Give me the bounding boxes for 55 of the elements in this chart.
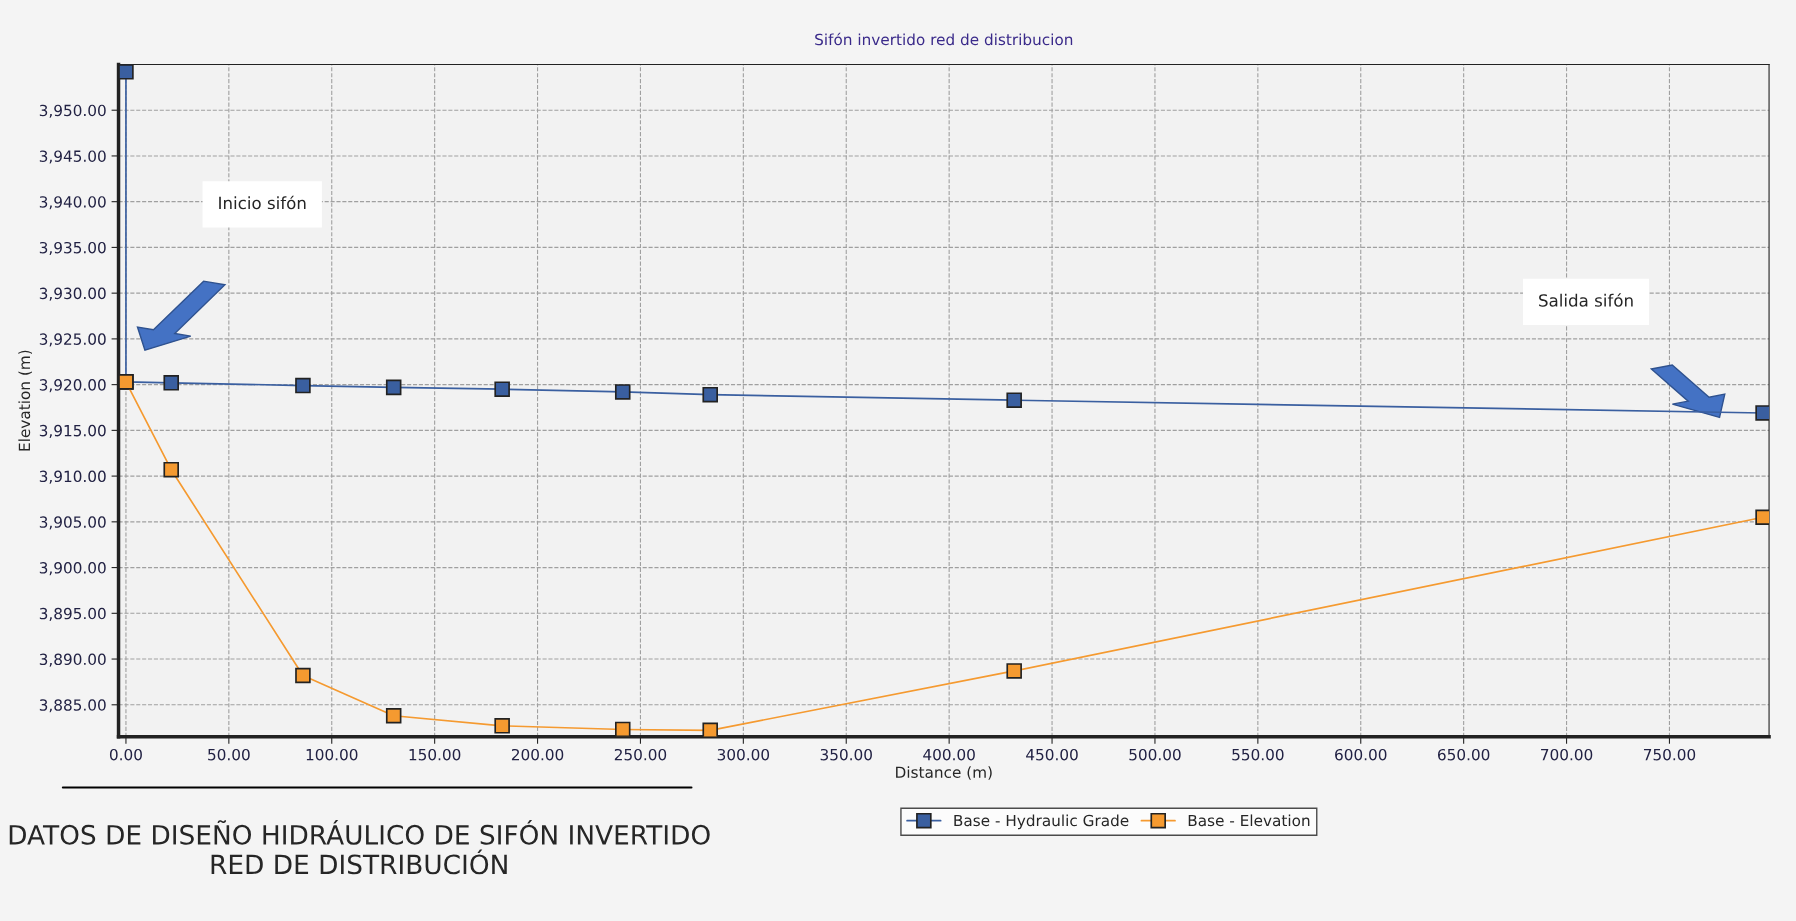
x-tick-label: 700.00: [1541, 748, 1593, 761]
y-tick-label: 3,935.00: [39, 241, 106, 255]
point: [1006, 392, 1022, 408]
x-tick-label: 200.00: [511, 748, 564, 761]
point: [494, 381, 510, 397]
y-tick-label: 3,930.00: [39, 287, 106, 301]
y-tick-label: 3,900.00: [39, 562, 106, 576]
point: [702, 386, 718, 403]
point: [614, 721, 631, 737]
y-tick-label: 3,885.00: [39, 699, 106, 713]
x-tick-label: 150.00: [409, 748, 461, 761]
x-tick-label: 100.00: [306, 748, 358, 761]
x-tick-label: 350.00: [820, 748, 872, 761]
x-tick-label: 250.00: [614, 748, 667, 761]
point: [295, 377, 311, 394]
y-tick-label: 3,925.00: [39, 333, 106, 347]
x-tick-label: 300.00: [717, 748, 770, 761]
point: [385, 707, 402, 724]
y-tick-label: 3,920.00: [39, 379, 106, 393]
y-tick-label: 3,950.00: [39, 104, 106, 118]
x-tick-label: 650.00: [1437, 748, 1490, 761]
y-tick-label: 3,890.00: [39, 653, 106, 667]
legend-label: Base - Hydraulic Grade: [954, 814, 1129, 830]
x-tick-label: 600.00: [1335, 748, 1387, 761]
x-tick-label: 750.00: [1643, 748, 1696, 761]
point: [614, 384, 631, 400]
point: [118, 64, 134, 80]
x-tick-label: 550.00: [1232, 748, 1284, 761]
y-tick-label: 3,910.00: [39, 470, 106, 484]
y-tick-label: 3,895.00: [39, 607, 106, 621]
annotation: Inicio sifón: [219, 195, 306, 210]
point: [1755, 405, 1770, 421]
x-tick-label: 500.00: [1129, 748, 1181, 761]
point: [1755, 509, 1770, 526]
y-tick-label: 3,905.00: [39, 516, 106, 530]
x-axis-title: Distance (m): [896, 766, 992, 780]
chart-title: Sifón invertido red de distribucion: [815, 32, 1073, 46]
point: [385, 379, 402, 396]
x-tick-label: 50.00: [208, 748, 250, 761]
y-axis-title: Elevation (m): [18, 350, 32, 451]
x-tick-label: 400.00: [923, 748, 975, 761]
annotation: Salida sifón: [1539, 293, 1633, 307]
point: [494, 718, 510, 734]
x-tick-label: 450.00: [1026, 748, 1078, 761]
point: [295, 667, 311, 684]
point: [163, 375, 180, 391]
point: [702, 722, 718, 737]
x-tick-label: 0.00: [109, 748, 142, 761]
legend-label: Base - Elevation: [1188, 814, 1310, 827]
text: DATOS DE DISEÑO HIDRÁULICO DE SIFÓN INVERTIDO RED DE DISTRIBUCIÓN: [9, 820, 710, 875]
y-tick-label: 3,945.00: [39, 150, 106, 164]
y-tick-label: 3,915.00: [39, 424, 106, 438]
point: [163, 461, 180, 478]
point: [1006, 663, 1022, 679]
y-tick-label: 3,940.00: [39, 196, 106, 210]
